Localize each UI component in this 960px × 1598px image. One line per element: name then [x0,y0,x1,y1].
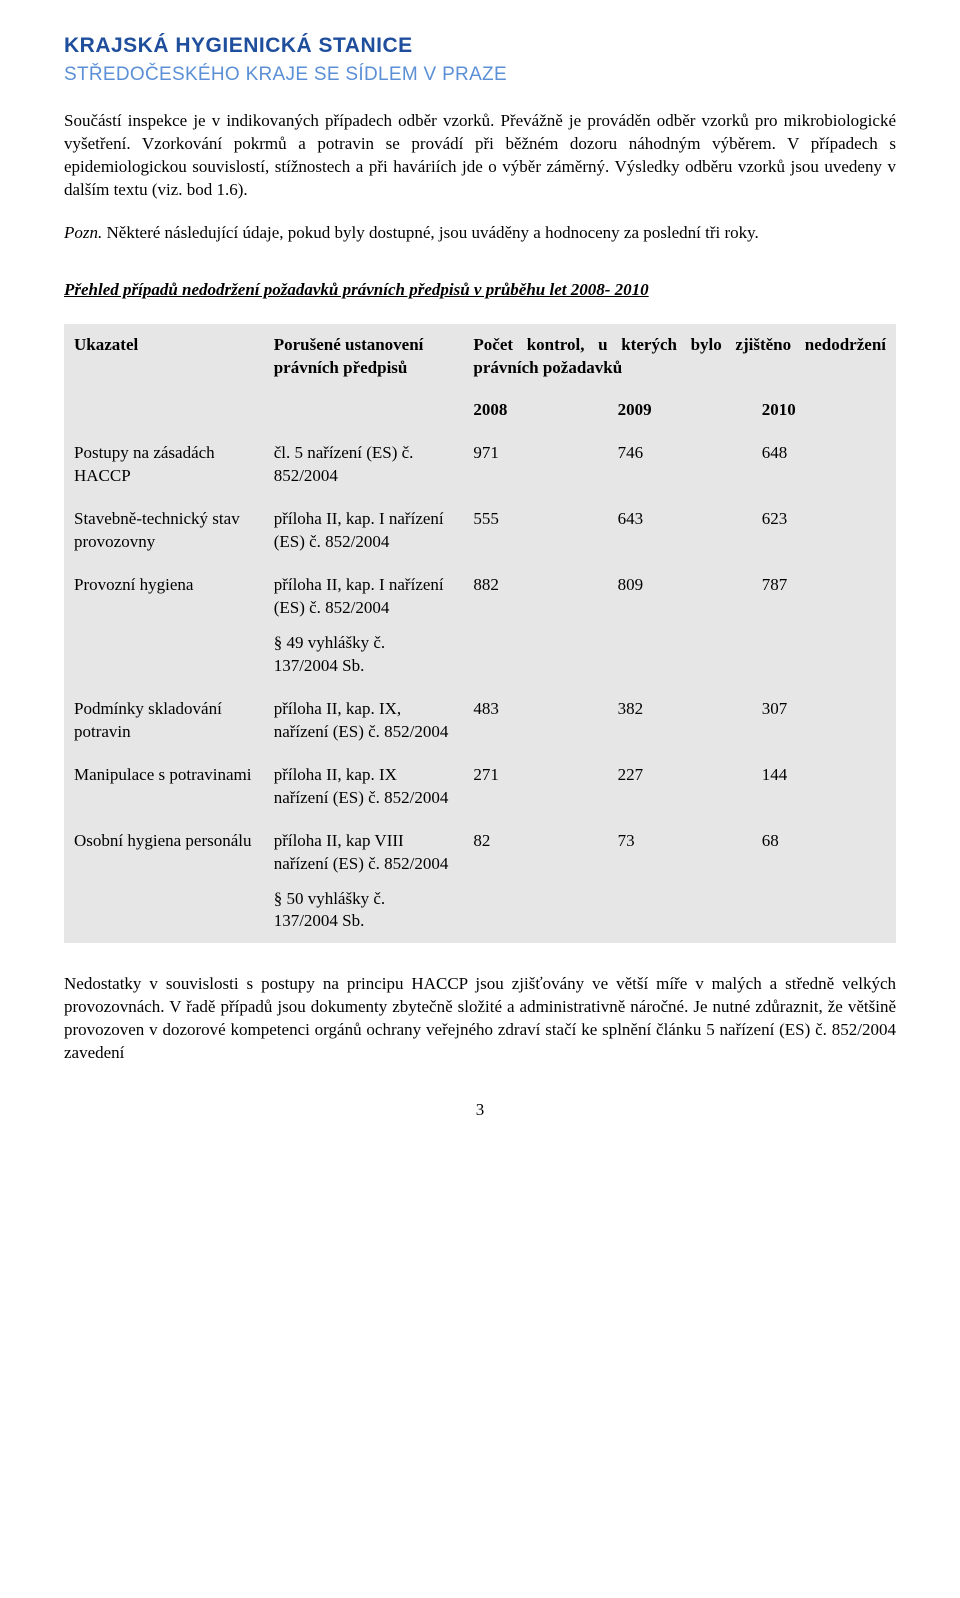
cell-ukazatel: Osobní hygiena personálu [64,820,264,944]
org-header-line2: STŘEDOČESKÉHO KRAJE SE SÍDLEM V PRAZE [64,62,896,88]
col-header-2008: 2008 [463,389,607,432]
org-header-line1: KRAJSKÁ HYGIENICKÁ STANICE [64,32,896,60]
cell-ukazatel: Postupy na zásadách HACCP [64,432,264,498]
cell-ukazatel: Provozní hygiena [64,564,264,688]
cell-2008: 483 [463,688,607,754]
paragraph-intro: Součástí inspekce je v indikovaných příp… [64,110,896,202]
note-prefix: Pozn. [64,223,102,242]
cell-2010: 787 [752,564,896,688]
cell-predpis: čl. 5 nařízení (ES) č. 852/2004 [264,432,464,498]
cell-ukazatel: Stavebně-technický stav provozovny [64,498,264,564]
cell-2008: 82 [463,820,607,944]
cell-predpis: příloha II, kap. IX nařízení (ES) č. 852… [264,754,464,820]
cell-2008: 971 [463,432,607,498]
paragraph-footer: Nedostatky v souvislosti s postupy na pr… [64,973,896,1065]
table-row: Podmínky skladování potravin příloha II,… [64,688,896,754]
page-number: 3 [64,1099,896,1122]
cell-2010: 144 [752,754,896,820]
section-title: Přehled případů nedodržení požadavků prá… [64,279,896,302]
cell-predpis: příloha II, kap. I nařízení (ES) č. 852/… [264,498,464,564]
table-row: Provozní hygiena příloha II, kap. I naří… [64,564,896,688]
table-row: Postupy na zásadách HACCP čl. 5 nařízení… [64,432,896,498]
predpis-extra: § 49 vyhlášky č. 137/2004 Sb. [274,632,454,678]
cell-2009: 643 [608,498,752,564]
table-row: Stavebně-technický stav provozovny přílo… [64,498,896,564]
cell-predpis: příloha II, kap VIII nařízení (ES) č. 85… [264,820,464,944]
cell-2008: 555 [463,498,607,564]
col-header-2010: 2010 [752,389,896,432]
cell-ukazatel: Manipulace s potravinami [64,754,264,820]
predpis-main: příloha II, kap. I nařízení (ES) č. 852/… [274,574,454,620]
col-header-2009: 2009 [608,389,752,432]
violations-table: Ukazatel Porušené ustanovení právních př… [64,324,896,944]
col-header-porusene: Porušené ustanovení právních předpisů [264,324,464,433]
cell-2009: 73 [608,820,752,944]
predpis-main: příloha II, kap VIII nařízení (ES) č. 85… [274,830,454,876]
cell-2008: 882 [463,564,607,688]
table-row: Manipulace s potravinami příloha II, kap… [64,754,896,820]
cell-2009: 382 [608,688,752,754]
cell-2010: 307 [752,688,896,754]
predpis-main: příloha II, kap. IX nařízení (ES) č. 852… [274,764,454,810]
cell-2010: 648 [752,432,896,498]
table-row: Osobní hygiena personálu příloha II, kap… [64,820,896,944]
col-header-ukazatel: Ukazatel [64,324,264,433]
predpis-extra: § 50 vyhlášky č. 137/2004 Sb. [274,888,454,934]
cell-2009: 227 [608,754,752,820]
predpis-main: příloha II, kap. I nařízení (ES) č. 852/… [274,508,454,554]
table-header-row-1: Ukazatel Porušené ustanovení právních př… [64,324,896,390]
predpis-main: čl. 5 nařízení (ES) č. 852/2004 [274,442,454,488]
cell-2008: 271 [463,754,607,820]
col-header-pocet: Počet kontrol, u kterých bylo zjištěno n… [463,324,896,390]
cell-2009: 809 [608,564,752,688]
cell-2010: 68 [752,820,896,944]
note-rest: Některé následující údaje, pokud byly do… [102,223,759,242]
paragraph-note: Pozn. Některé následující údaje, pokud b… [64,222,896,245]
cell-2010: 623 [752,498,896,564]
predpis-main: příloha II, kap. IX, nařízení (ES) č. 85… [274,698,454,744]
cell-predpis: příloha II, kap. I nařízení (ES) č. 852/… [264,564,464,688]
cell-2009: 746 [608,432,752,498]
cell-predpis: příloha II, kap. IX, nařízení (ES) č. 85… [264,688,464,754]
cell-ukazatel: Podmínky skladování potravin [64,688,264,754]
